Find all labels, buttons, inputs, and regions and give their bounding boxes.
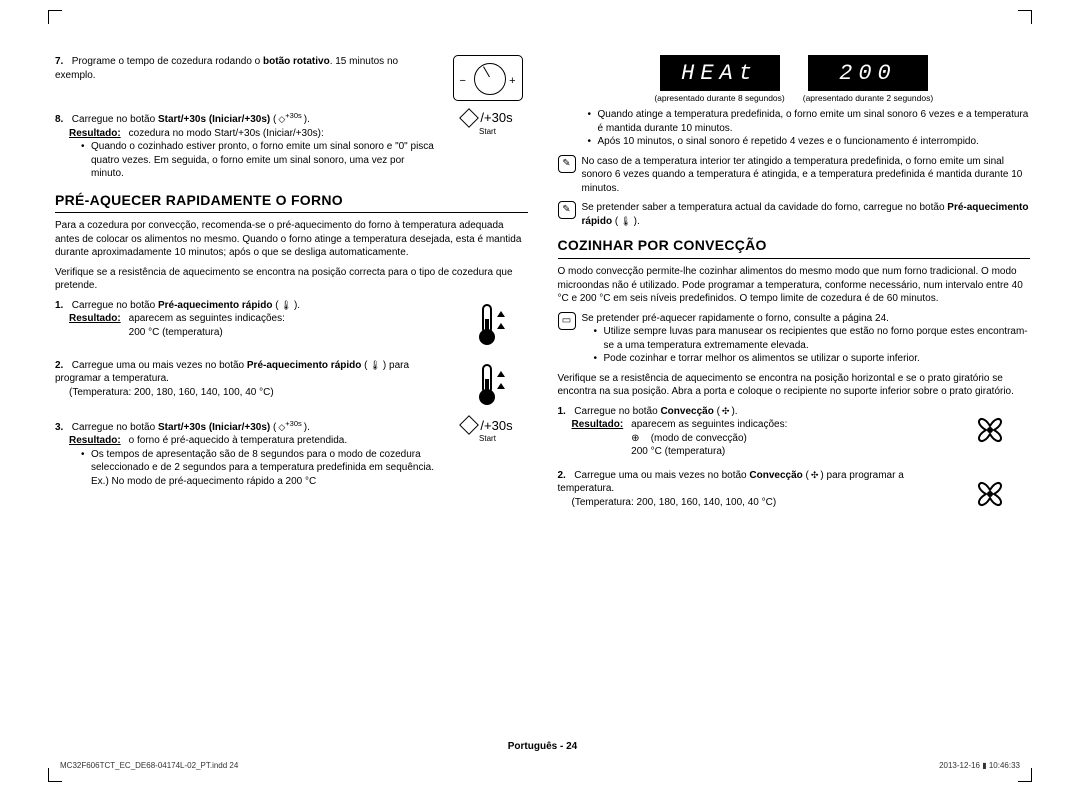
left-column: 7. Programe o tempo de cozedura rodando … [55,55,528,737]
heading-preheat: PRÉ-AQUECER RAPIDAMENTE O FORNO [55,191,528,214]
preheat-step-2: 2. Carregue uma ou mais vezes no botão P… [55,359,528,409]
step-bold: botão rotativo [263,56,330,67]
thermometer-up-icon [463,299,513,349]
note-1: ✎ No caso de a temperatura interior ter … [558,155,1031,196]
imprint: MC32F606TCT_EC_DE68-04174L-02_PT.indd 24… [60,761,1020,770]
display-row: HEAt (apresentado durante 8 segundos) 20… [558,55,1031,104]
conv-step-1: 1. Carregue no botão Convecção (✣). Resu… [558,405,1031,459]
preheat-para-1: Para a cozedura por convecção, recomenda… [55,219,528,260]
preheat-step-3: 3. Carregue no botão Start/+30s (Iniciar… [55,419,528,489]
note-icon: ✎ [558,201,576,219]
note-icon: ▭ [558,312,576,330]
bullet: Após 10 minutos, o sinal sonoro é repeti… [588,135,1031,149]
step-7: 7. Programe o tempo de cozedura rodando … [55,55,528,101]
conv-para: O modo convecção permite-lhe cozinhar al… [558,265,1031,306]
preheat-step-1: 1. Carregue no botão Pré-aquecimento ráp… [55,299,528,349]
bullet: Os tempos de apresentação são de 8 segun… [81,448,438,489]
step-num: 7. [55,55,69,69]
step-text: Programe o tempo de cozedura rodando o [72,56,260,67]
thermometer-up-icon [463,359,513,409]
conv-step-2: 2. Carregue uma ou mais vezes no botão C… [558,469,1031,519]
start-30s-icon: /+30s Start [448,111,528,136]
note-2: ✎ Se pretender saber a temperatura actua… [558,201,1031,228]
step-8: 8. Carregue no botão Start/+30s (Iniciar… [55,111,528,181]
rotary-knob-icon: −+ [453,55,523,101]
fan-icon [965,469,1015,519]
conv-note: ▭ Se pretender pré-aquecer rapidamente o… [558,312,1031,366]
fan-icon [965,405,1015,455]
start-30s-icon: /+30s Start [448,419,528,444]
page-footer: Português - 24 [55,741,1030,752]
heading-convection: COZINHAR POR CONVECÇÃO [558,236,1031,259]
note-icon: ✎ [558,155,576,173]
conv-para-2: Verifique se a resistência de aqueciment… [558,372,1031,399]
preheat-para-2: Verifique se a resistência de aqueciment… [55,266,528,293]
bullet: Quando o cozinhado estiver pronto, o for… [81,140,438,181]
display-heat: HEAt [660,55,780,91]
display-200: 200 [808,55,928,91]
right-column: HEAt (apresentado durante 8 segundos) 20… [558,55,1031,737]
bullet: Quando atinge a temperatura predefinida,… [588,108,1031,135]
